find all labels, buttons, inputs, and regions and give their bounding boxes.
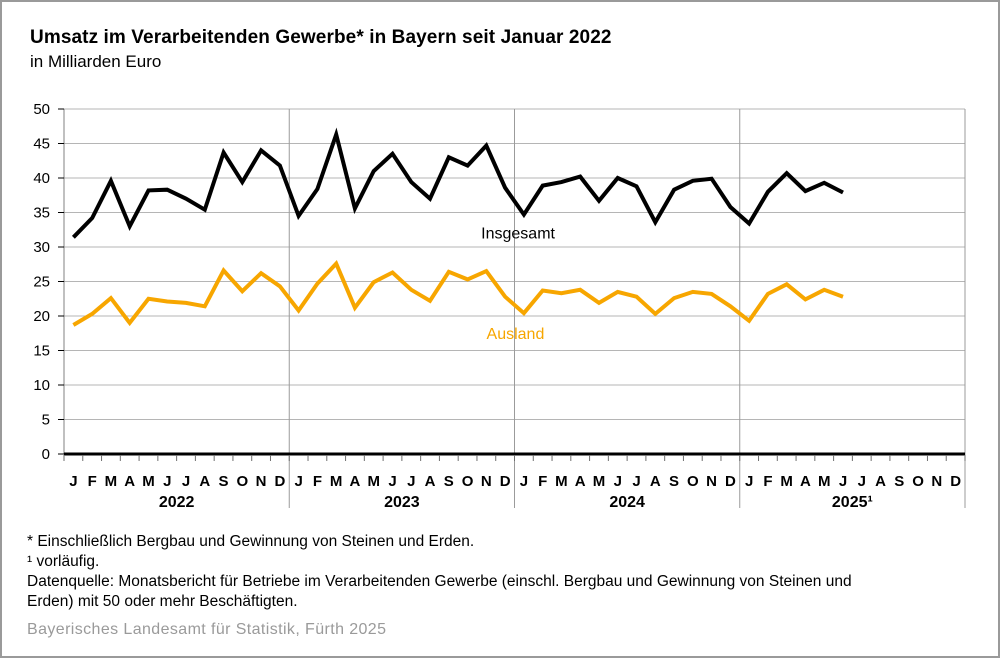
month-label: A [875,473,886,490]
month-label: M [593,473,606,490]
year-label: 2023 [384,494,420,511]
month-label: A [425,473,436,490]
y-axis-label: 20 [33,308,50,325]
footnote-preliminary: ¹ vorläufig. [27,553,100,570]
month-label: A [800,473,811,490]
month-label: A [199,473,210,490]
month-label: M [330,473,343,490]
month-label: S [444,473,454,490]
month-label: J [520,473,528,490]
month-label: J [632,473,640,490]
month-label: F [88,473,97,490]
y-axis-label: 35 [33,205,50,222]
month-label: J [294,473,302,490]
y-axis-label: 45 [33,136,50,153]
month-label: O [687,473,699,490]
year-label: 2025¹ [832,494,873,511]
title-block: Umsatz im Verarbeitenden Gewerbe* in Bay… [30,26,612,72]
series-line-ausland [72,259,844,327]
month-label: D [500,473,511,490]
month-label: D [274,473,285,490]
month-label: A [124,473,135,490]
publisher-credit: Bayerisches Landesamt für Statistik, Für… [27,621,387,638]
month-label: J [388,473,396,490]
month-label: O [912,473,924,490]
month-label: A [575,473,586,490]
month-label: N [256,473,267,490]
month-label: D [725,473,736,490]
footnote-datasource-line2: Erden) mit 50 oder mehr Beschäftigten. [27,593,298,610]
chart-subtitle: in Milliarden Euro [30,52,162,71]
month-label: A [350,473,361,490]
year-label: 2024 [609,494,645,511]
month-label: F [538,473,547,490]
month-label: D [950,473,961,490]
y-axis-label: 0 [42,446,50,463]
month-label: S [894,473,904,490]
month-label: M [780,473,793,490]
month-label: M [818,473,831,490]
month-label: M [142,473,155,490]
series-line-insgesamt [71,127,844,239]
month-label: J [69,473,77,490]
month-label: J [163,473,171,490]
month-label: O [236,473,248,490]
month-label: J [745,473,753,490]
month-label: M [105,473,118,490]
month-label: J [407,473,415,490]
y-axis-label: 30 [33,239,50,256]
footnote-datasource-line1: Datenquelle: Monatsbericht für Betriebe … [27,573,852,590]
month-label: F [313,473,322,490]
month-label: N [481,473,492,490]
y-axis-label: 10 [33,377,50,394]
y-axis-label: 50 [33,101,50,118]
month-label: N [706,473,717,490]
month-label: J [614,473,622,490]
month-label: S [669,473,679,490]
y-axis-label: 5 [42,412,50,429]
month-label: O [462,473,474,490]
month-label: J [858,473,866,490]
series-label-ausland: Ausland [487,326,545,343]
y-axis-label: 25 [33,274,50,291]
month-label: F [763,473,772,490]
footnotes-block: * Einschließlich Bergbau und Gewinnung v… [27,532,967,612]
month-label: M [367,473,380,490]
month-label: J [839,473,847,490]
month-label: S [219,473,229,490]
y-axis-label: 15 [33,343,50,360]
year-label: 2022 [159,494,195,511]
y-axis-label: 40 [33,170,50,187]
series-label-insgesamt: Insgesamt [481,226,555,243]
month-label: J [182,473,190,490]
month-label: M [555,473,568,490]
month-label: A [650,473,661,490]
month-label: N [931,473,942,490]
chart-title: Umsatz im Verarbeitenden Gewerbe* in Bay… [30,27,612,48]
footnote-star: * Einschließlich Bergbau und Gewinnung v… [27,533,475,550]
